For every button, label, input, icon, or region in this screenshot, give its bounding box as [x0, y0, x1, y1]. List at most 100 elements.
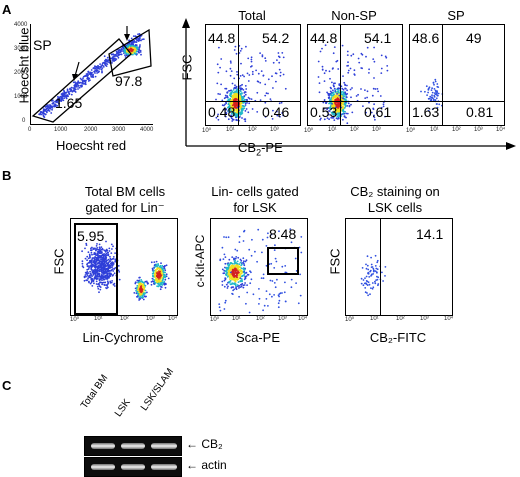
- event-dot: [332, 89, 334, 92]
- event-dot: [229, 89, 231, 92]
- event-dot: [241, 107, 244, 110]
- event-dot: [221, 99, 224, 102]
- event-dot: [258, 288, 260, 290]
- event-dot: [107, 277, 109, 279]
- event-dot: [142, 283, 144, 286]
- panel-c-letter: C: [2, 378, 12, 393]
- main-pop-gate: [108, 28, 152, 77]
- event-dot: [96, 247, 99, 249]
- log-tick: 10⁴: [444, 316, 454, 322]
- event-dot: [430, 89, 433, 91]
- event-dot: [105, 240, 107, 243]
- event-dot: [334, 99, 337, 102]
- event-dot: [242, 286, 245, 289]
- event-dot: [162, 265, 165, 268]
- event-dot: [146, 291, 148, 294]
- event-dot: [59, 95, 62, 98]
- event-dot: [156, 265, 158, 267]
- event-dot: [351, 87, 353, 89]
- event-dot: [96, 268, 99, 271]
- event-dot: [86, 271, 89, 273]
- x-arrow-icon: [506, 142, 516, 150]
- event-dot: [224, 256, 227, 258]
- event-dot: [265, 92, 268, 95]
- event-dot: [91, 259, 94, 261]
- event-dot: [342, 88, 345, 91]
- event-dot: [225, 87, 228, 90]
- event-dot: [98, 265, 100, 267]
- event-dot: [159, 272, 161, 275]
- event-dot: [81, 260, 84, 263]
- event-dot: [138, 45, 141, 48]
- event-dot: [224, 266, 226, 269]
- event-dot: [366, 90, 369, 93]
- event-dot: [101, 274, 103, 277]
- event-dot: [137, 289, 139, 292]
- event-dot: [246, 284, 248, 286]
- event-dot: [95, 70, 98, 73]
- event-dot: [244, 118, 247, 120]
- event-dot: [273, 267, 276, 269]
- event-dot: [248, 311, 251, 314]
- event-dot: [144, 280, 147, 283]
- event-dot: [243, 75, 245, 78]
- event-dot: [433, 83, 435, 86]
- event-dot: [90, 251, 93, 254]
- event-dot: [278, 230, 280, 233]
- event-dot: [236, 111, 238, 114]
- event-dot: [223, 236, 225, 238]
- event-dot: [159, 275, 162, 278]
- event-dot: [290, 241, 293, 244]
- event-dot: [97, 71, 100, 74]
- event-dot: [334, 82, 336, 85]
- gel-actin: [84, 457, 182, 477]
- event-dot: [282, 114, 284, 117]
- event-dot: [90, 69, 93, 71]
- event-dot: [118, 271, 121, 273]
- event-dot: [298, 246, 301, 249]
- event-dot: [258, 303, 260, 305]
- event-dot: [226, 287, 229, 289]
- event-dot: [344, 87, 347, 90]
- event-dot: [163, 276, 165, 278]
- event-dot: [332, 94, 334, 97]
- event-dot: [235, 114, 237, 117]
- event-dot: [297, 302, 300, 305]
- event-dot: [233, 269, 235, 272]
- event-dot: [372, 267, 375, 270]
- event-dot: [107, 266, 110, 269]
- event-dot: [87, 71, 90, 73]
- event-dot: [110, 53, 113, 56]
- event-dot: [234, 280, 237, 283]
- event-dot: [232, 265, 234, 268]
- event-dot: [365, 282, 367, 285]
- event-dot: [97, 283, 99, 286]
- event-dot: [77, 88, 79, 90]
- log-tick: 10⁰: [202, 128, 212, 134]
- event-dot: [372, 87, 375, 90]
- event-dot: [92, 273, 95, 276]
- event-dot: [104, 64, 107, 67]
- event-dot: [69, 88, 71, 90]
- event-dot: [276, 114, 279, 117]
- event-dot: [68, 92, 71, 95]
- event-dot: [246, 99, 248, 102]
- event-dot: [242, 96, 244, 98]
- event-dot: [226, 276, 229, 278]
- event-dot: [231, 90, 234, 93]
- event-dot: [62, 99, 65, 102]
- event-dot: [249, 282, 252, 285]
- event-dot: [228, 258, 231, 261]
- event-dot: [232, 111, 235, 113]
- event-dot: [231, 104, 234, 107]
- event-dot: [80, 85, 83, 88]
- event-dot: [162, 273, 165, 276]
- event-dot: [40, 113, 43, 116]
- event-dot: [365, 275, 368, 278]
- event-dot: [336, 116, 339, 118]
- event-dot: [342, 107, 344, 109]
- event-dot: [236, 73, 239, 76]
- event-dot: [99, 275, 102, 278]
- event-dot: [85, 279, 88, 282]
- event-dot: [104, 268, 107, 270]
